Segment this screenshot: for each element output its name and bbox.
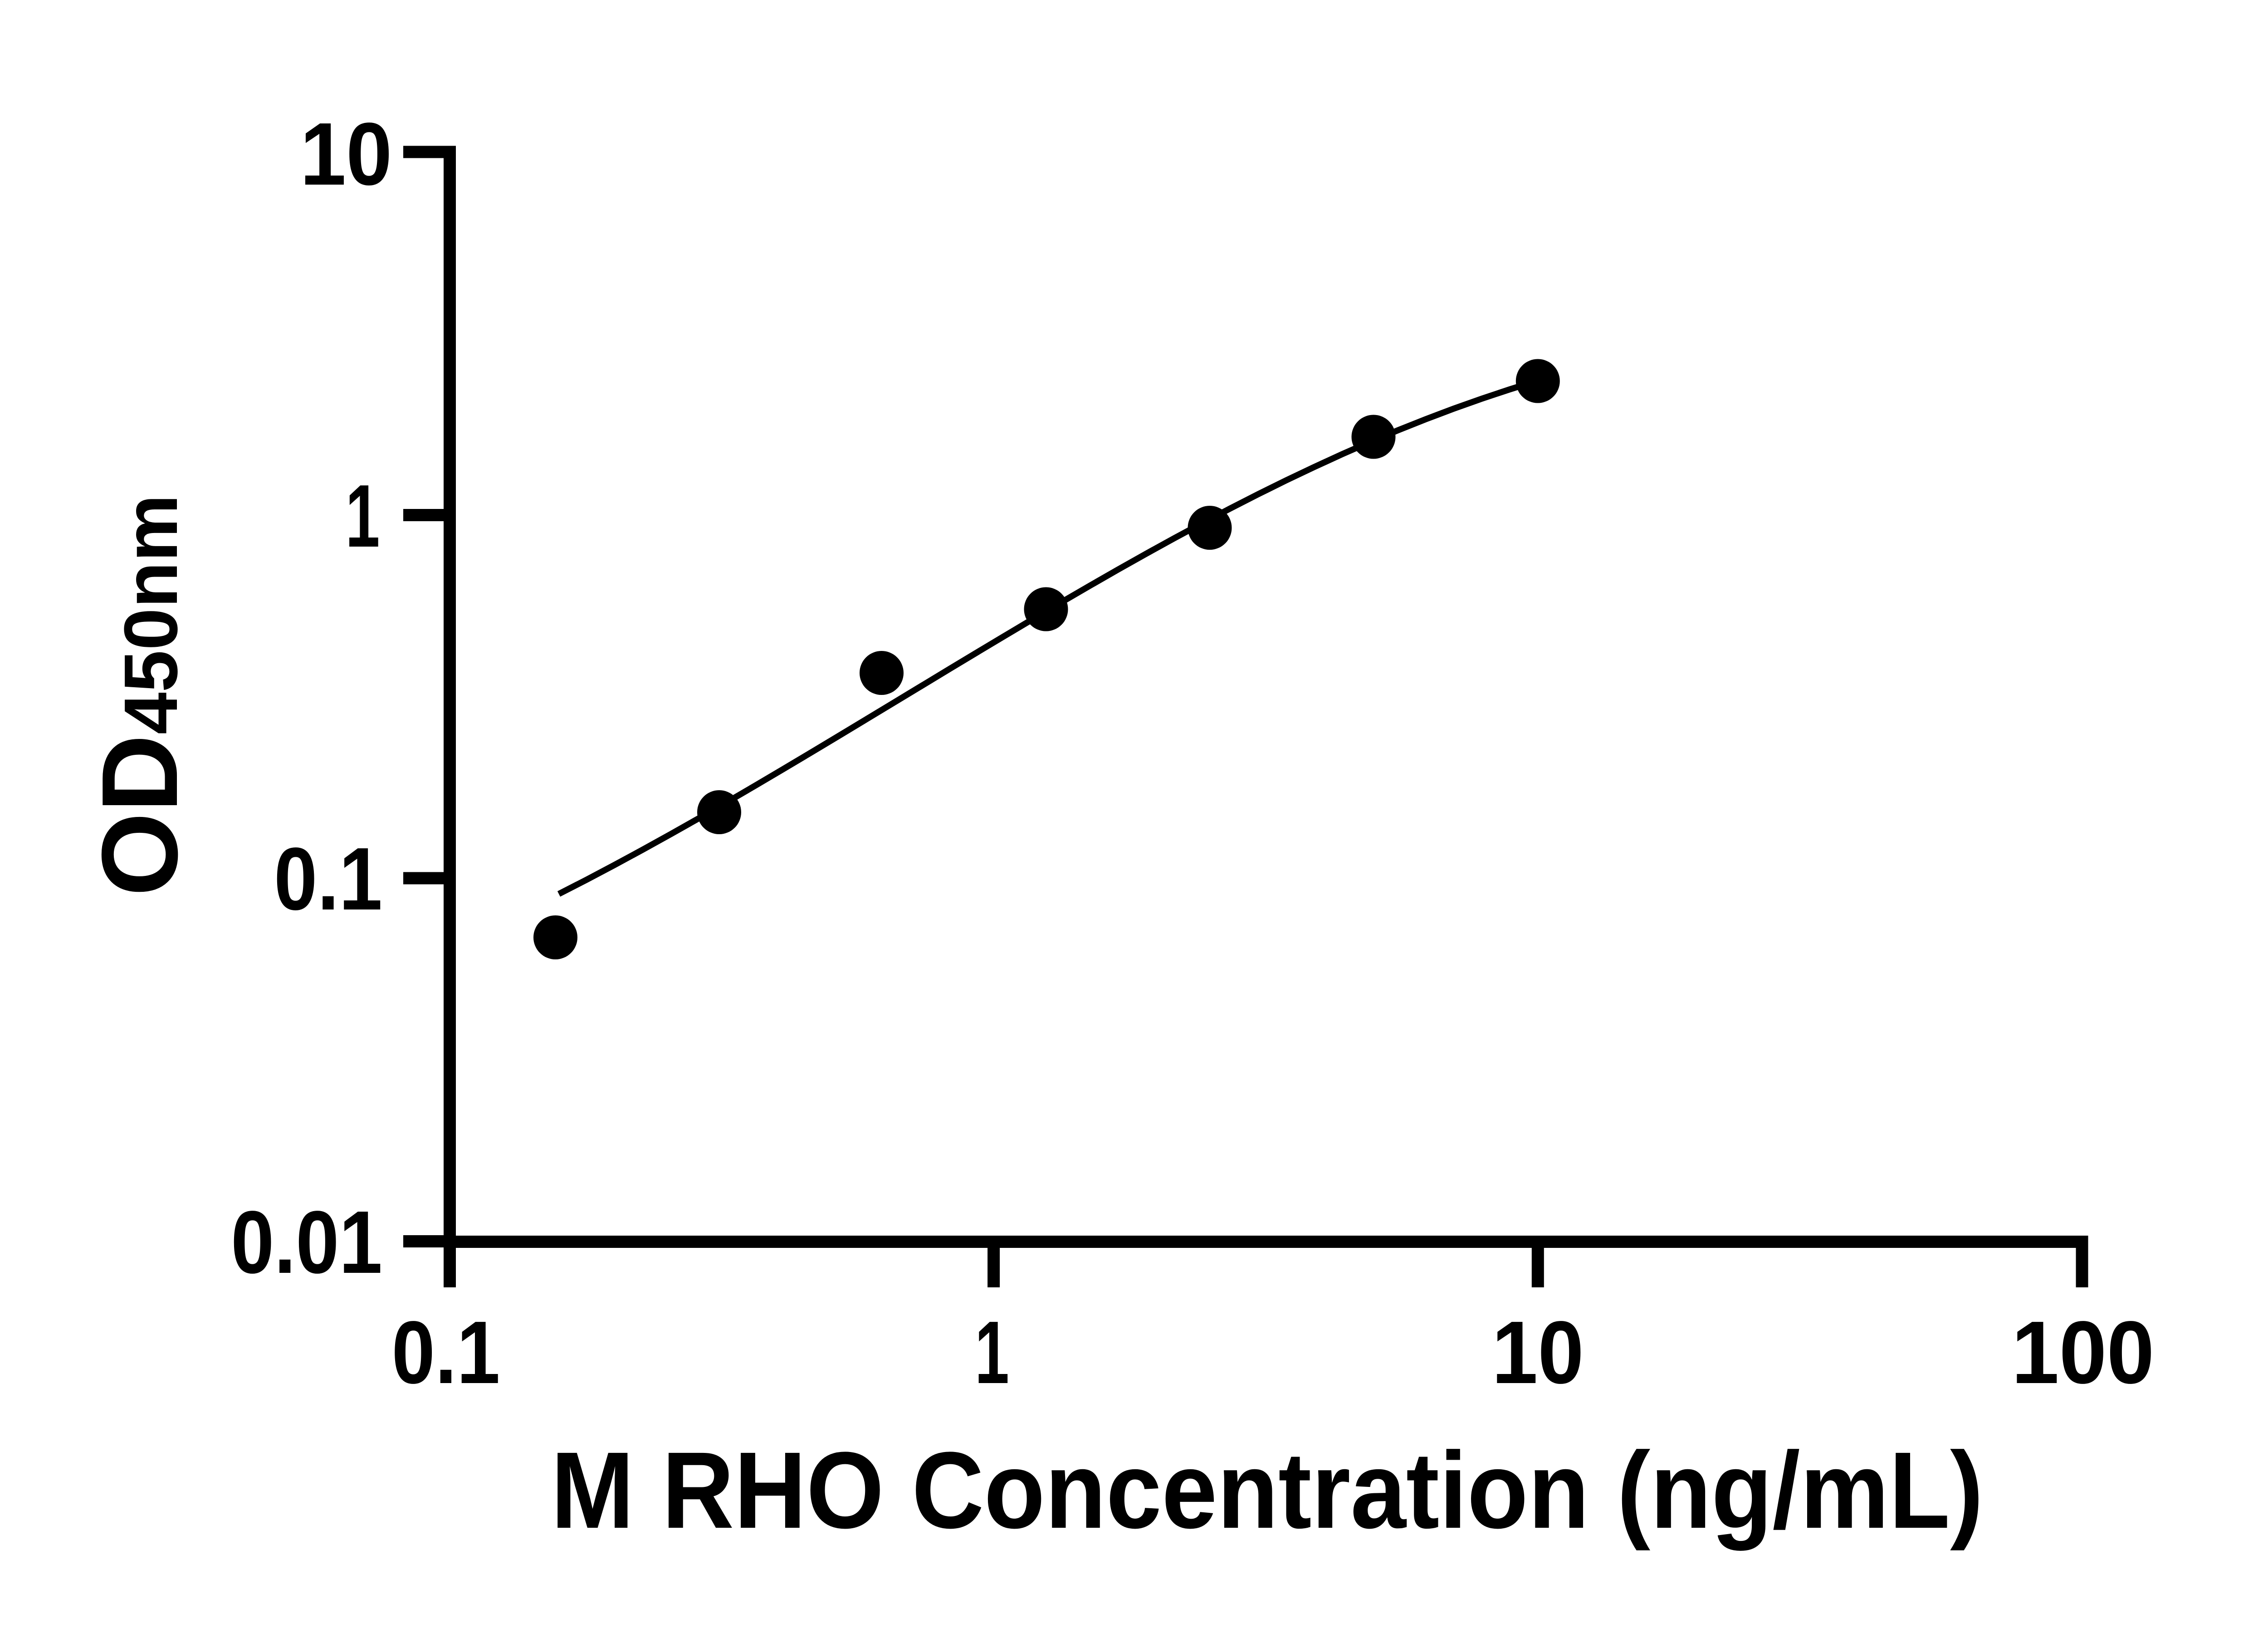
svg-text:0.01: 0.01 [231, 1193, 382, 1292]
svg-text:0.1: 0.1 [392, 1303, 500, 1402]
svg-text:1: 1 [346, 466, 380, 566]
svg-text:10: 10 [1492, 1303, 1584, 1402]
svg-text:100: 100 [2012, 1303, 2155, 1402]
svg-text:1: 1 [975, 1303, 1009, 1402]
svg-text:0.1: 0.1 [274, 829, 382, 929]
svg-text:M RHO Concentration (ng/mL): M RHO Concentration (ng/mL) [551, 1429, 1984, 1551]
svg-text:10: 10 [300, 104, 392, 204]
